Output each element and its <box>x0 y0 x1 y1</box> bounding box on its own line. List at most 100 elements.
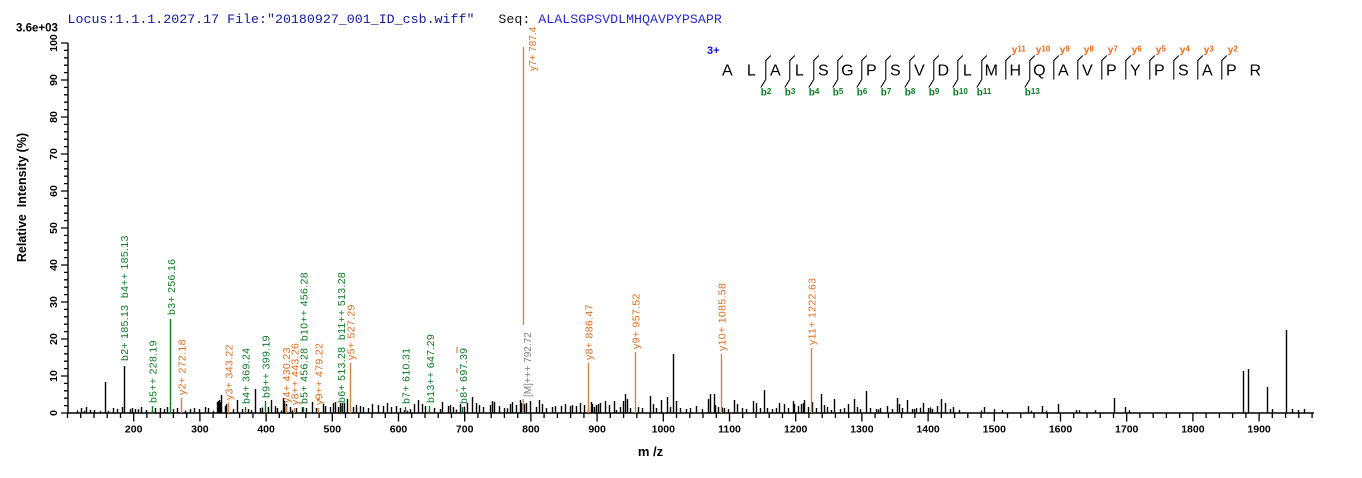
svg-text:b5: b5 <box>833 87 844 99</box>
svg-text:y11+ 1222.63: y11+ 1222.63 <box>806 278 818 345</box>
svg-text:50: 50 <box>48 222 60 234</box>
svg-text:y3+ 343.22: y3+ 343.22 <box>224 344 236 400</box>
svg-text:800: 800 <box>522 424 540 436</box>
svg-text:y4+ 430.23: y4+ 430.23 <box>281 347 293 403</box>
svg-text:b9++ 399.19: b9++ 399.19 <box>261 335 273 398</box>
svg-text:y11: y11 <box>1012 45 1027 57</box>
svg-text:b7: b7 <box>881 87 892 99</box>
svg-text:1700: 1700 <box>1115 424 1139 436</box>
svg-text:y2: y2 <box>1228 45 1239 57</box>
svg-text:b8+ 697.39: b8+ 697.39 <box>458 348 470 404</box>
svg-text:y8: y8 <box>1084 45 1095 57</box>
svg-text:y2+ 272.18: y2+ 272.18 <box>177 339 189 395</box>
svg-text:Relative Intensity (%): Relative Intensity (%) <box>15 133 29 262</box>
svg-text:y6: y6 <box>1132 45 1143 57</box>
svg-text:S: S <box>818 63 829 80</box>
svg-text:30: 30 <box>48 296 60 308</box>
svg-text:y8+ 886.47: y8+ 886.47 <box>584 304 596 360</box>
svg-text:S: S <box>890 63 901 80</box>
svg-text:Locus:1.1.1.2027.17 File:"2018: Locus:1.1.1.2027.17 File:"20180927_001_I… <box>68 12 722 27</box>
svg-text:D: D <box>938 63 950 80</box>
svg-text:y7: y7 <box>1108 45 1119 57</box>
svg-text:y5: y5 <box>1156 45 1167 57</box>
svg-text:80: 80 <box>48 111 60 123</box>
svg-text:S: S <box>1178 63 1189 80</box>
svg-text:b8: b8 <box>905 87 916 99</box>
svg-text:500: 500 <box>324 424 342 436</box>
svg-text:1900: 1900 <box>1247 424 1271 436</box>
svg-text:b6: b6 <box>857 87 868 99</box>
svg-text:y10: y10 <box>1036 45 1051 57</box>
svg-text:90: 90 <box>48 74 60 86</box>
svg-text:1600: 1600 <box>1049 424 1073 436</box>
svg-text:P: P <box>1226 63 1237 80</box>
svg-text:70: 70 <box>48 148 60 160</box>
svg-text:L: L <box>795 63 804 80</box>
svg-text:b4: b4 <box>809 87 820 99</box>
svg-text:V: V <box>914 63 925 80</box>
svg-text:b10: b10 <box>953 87 969 99</box>
svg-text:b2: b2 <box>761 87 772 99</box>
svg-text:A: A <box>770 63 781 80</box>
svg-text:200: 200 <box>125 424 143 436</box>
svg-text:1200: 1200 <box>784 424 808 436</box>
svg-text:40: 40 <box>48 259 60 271</box>
svg-text:y9: y9 <box>1060 45 1071 57</box>
svg-text:b3+ 256.16: b3+ 256.16 <box>166 259 178 315</box>
svg-text:R: R <box>1250 63 1262 80</box>
svg-text:L: L <box>747 63 756 80</box>
svg-text:P: P <box>866 63 877 80</box>
svg-text:[M]+++ 792.72: [M]+++ 792.72 <box>523 332 534 397</box>
svg-text:10: 10 <box>48 370 60 382</box>
svg-text:400: 400 <box>257 424 275 436</box>
svg-text:y3: y3 <box>1204 45 1215 57</box>
svg-text:1000: 1000 <box>652 424 676 436</box>
svg-text:V: V <box>1082 63 1093 80</box>
svg-text:P: P <box>1154 63 1165 80</box>
svg-text:1500: 1500 <box>983 424 1007 436</box>
svg-text:600: 600 <box>390 424 408 436</box>
svg-text:1400: 1400 <box>916 424 940 436</box>
svg-text:G: G <box>841 63 853 80</box>
svg-text:y9+ 957.52: y9+ 957.52 <box>631 293 643 349</box>
svg-text:A: A <box>1202 63 1213 80</box>
svg-text:y5+ 527.29: y5+ 527.29 <box>345 304 357 360</box>
svg-text:20: 20 <box>48 333 60 345</box>
svg-text:1800: 1800 <box>1181 424 1205 436</box>
svg-text:y4: y4 <box>1180 45 1191 57</box>
svg-text:b5++ 228.19: b5++ 228.19 <box>147 340 159 403</box>
svg-text:y8++ 443.26: y8++ 443.26 <box>290 343 302 405</box>
svg-text:b3: b3 <box>785 87 796 99</box>
svg-text:P: P <box>1106 63 1117 80</box>
svg-text:y9++ 479.22: y9++ 479.22 <box>314 343 326 405</box>
svg-text:b4+ 369.24: b4+ 369.24 <box>241 348 253 404</box>
svg-text:Q: Q <box>1033 63 1045 80</box>
svg-text:1300: 1300 <box>850 424 874 436</box>
svg-text:1100: 1100 <box>718 424 741 436</box>
svg-text:3.6e+03: 3.6e+03 <box>16 23 58 35</box>
svg-text:3+: 3+ <box>707 45 720 57</box>
svg-text:L: L <box>963 63 972 80</box>
svg-text:b9: b9 <box>929 87 940 99</box>
svg-text:700: 700 <box>456 424 474 436</box>
svg-text:b2+ 185.13 b4++ 185.13: b2+ 185.13 b4++ 185.13 <box>119 235 131 361</box>
svg-text:900: 900 <box>588 424 606 436</box>
svg-text:Y: Y <box>1130 63 1141 80</box>
svg-text:b7+ 610.31: b7+ 610.31 <box>400 348 412 404</box>
svg-text:A: A <box>1058 63 1069 80</box>
svg-text:0: 0 <box>48 410 60 416</box>
svg-text:b6+ 513.28 b11++ 513.28: b6+ 513.28 b11++ 513.28 <box>336 272 348 403</box>
svg-text:b5+ 456.28 b10++ 456.28: b5+ 456.28 b10++ 456.28 <box>298 272 310 404</box>
svg-text:A: A <box>722 63 733 80</box>
svg-text:100: 100 <box>48 34 60 52</box>
svg-text:m /z: m /z <box>638 444 664 459</box>
svg-text:60: 60 <box>48 185 60 197</box>
svg-text:M: M <box>985 63 998 80</box>
svg-text:b13++ 647.29: b13++ 647.29 <box>425 334 437 403</box>
svg-text:y7+ 787.4: y7+ 787.4 <box>528 26 539 71</box>
svg-text:y10+ 1085.58: y10+ 1085.58 <box>717 283 729 351</box>
svg-text:H: H <box>1010 63 1022 80</box>
svg-text:b11: b11 <box>977 87 992 99</box>
svg-text:b13: b13 <box>1025 87 1041 99</box>
svg-text:300: 300 <box>191 424 209 436</box>
